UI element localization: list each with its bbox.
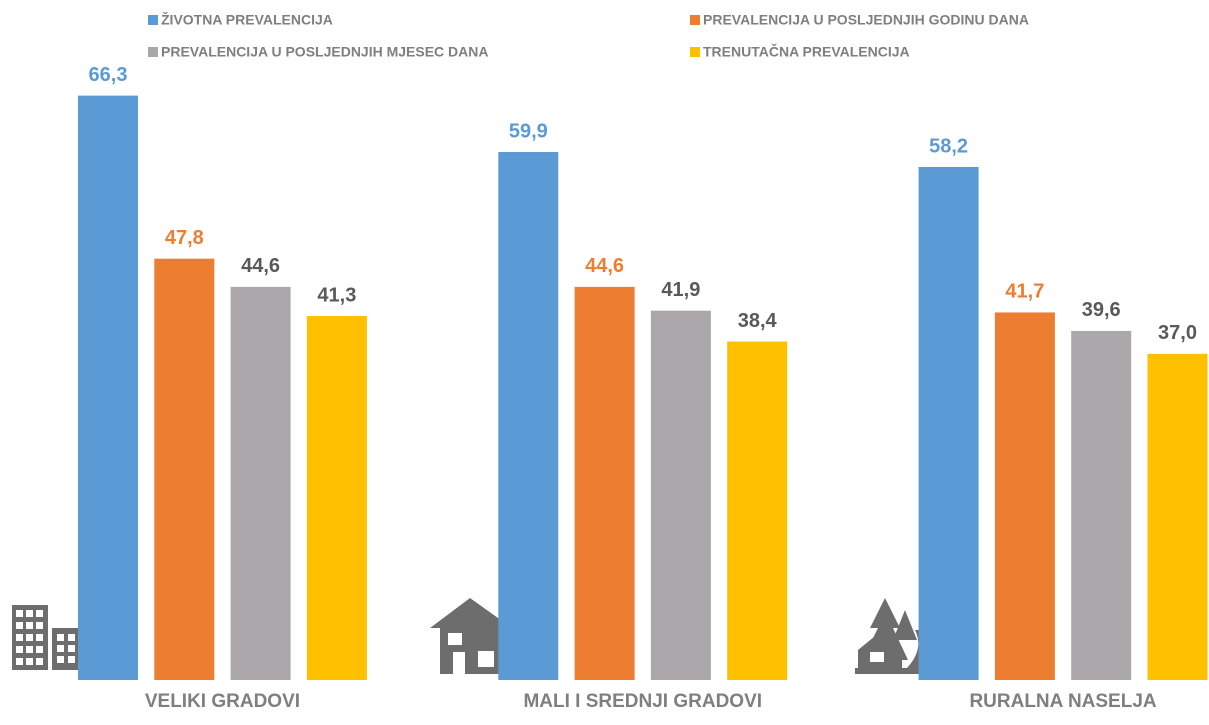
icon-window <box>36 634 43 641</box>
data-label: 66,3 <box>89 64 128 86</box>
legend-swatch <box>690 15 700 25</box>
legend-label: PREVALENCIJA U POSLJEDNJIH GODINU DANA <box>703 12 1029 28</box>
bar <box>1147 353 1208 680</box>
icon-window <box>16 634 23 641</box>
icon-window <box>478 651 494 667</box>
icon-window <box>57 645 64 652</box>
data-label: 47,8 <box>165 227 204 249</box>
legend-label: TRENUTAČNA PREVALENCIJA <box>703 43 910 60</box>
icon-window <box>16 658 23 665</box>
legend-swatch <box>148 47 158 57</box>
bar <box>918 167 979 681</box>
icon-house <box>858 632 902 668</box>
bar <box>1071 330 1132 680</box>
icon-window <box>68 634 75 641</box>
bar <box>650 310 711 680</box>
data-label: 38,4 <box>738 310 778 332</box>
bar <box>306 315 367 680</box>
icon-ground <box>855 668 933 674</box>
icon-door <box>453 652 465 674</box>
icon-window <box>16 610 23 617</box>
data-label: 44,6 <box>241 255 280 277</box>
icon-window <box>26 622 33 629</box>
icon-window <box>68 645 75 652</box>
icon-window <box>870 652 884 662</box>
x-tick-label: RURALNA NASELJA <box>969 691 1156 712</box>
icon-window <box>448 633 462 645</box>
data-label: 39,6 <box>1082 299 1121 321</box>
icon-window <box>57 656 64 663</box>
legend-label: PREVALENCIJA U POSLJEDNJIH MJESEC DANA <box>161 44 489 60</box>
icon-window <box>36 658 43 665</box>
legend-label: ŽIVOTNA PREVALENCIJA <box>161 11 333 28</box>
data-label: 59,9 <box>509 120 548 142</box>
legend-swatch <box>690 47 700 57</box>
data-label: 58,2 <box>929 135 968 157</box>
icon-window <box>26 646 33 653</box>
bar <box>230 286 291 680</box>
x-tick-label: VELIKI GRADOVI <box>145 691 300 712</box>
data-label: 41,9 <box>661 279 700 301</box>
icon-window <box>68 656 75 663</box>
icon-window <box>57 634 64 641</box>
legend-swatch <box>148 15 158 25</box>
icon-tree <box>893 610 917 640</box>
x-tick-label: MALI I SREDNJI GRADOVI <box>523 691 762 712</box>
icon-window <box>36 622 43 629</box>
icons <box>10 598 933 680</box>
icon-roof <box>430 598 512 628</box>
bar <box>498 152 559 680</box>
data-label: 41,3 <box>317 284 356 306</box>
icon-window <box>36 646 43 653</box>
icon-window <box>16 646 23 653</box>
icon-window <box>26 634 33 641</box>
data-label: 44,6 <box>585 255 624 277</box>
bar <box>78 95 138 680</box>
bar <box>727 341 788 680</box>
data-label: 41,7 <box>1005 281 1044 303</box>
data-label: 37,0 <box>1158 322 1197 344</box>
icon-window <box>36 610 43 617</box>
icon-window <box>16 622 23 629</box>
bar <box>574 286 635 680</box>
bar <box>994 312 1055 680</box>
icon-window <box>26 658 33 665</box>
bar <box>154 258 215 680</box>
icon-window <box>26 610 33 617</box>
